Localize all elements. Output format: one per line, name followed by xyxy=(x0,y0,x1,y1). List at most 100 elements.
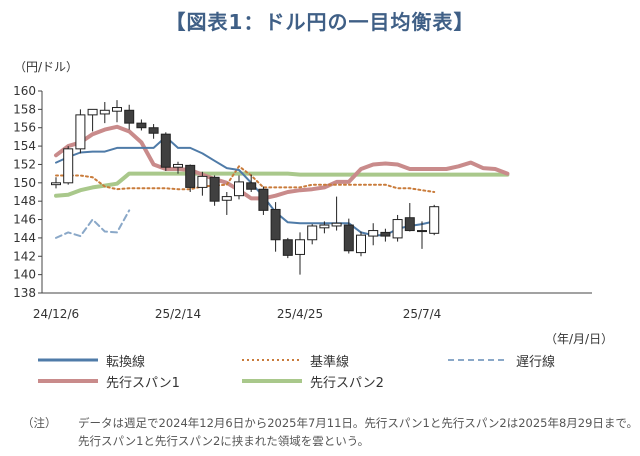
chikou-line xyxy=(55,209,131,239)
candle xyxy=(87,108,98,132)
candle-body xyxy=(307,225,318,241)
candle xyxy=(51,177,61,189)
candle xyxy=(404,203,415,232)
y-tick-labels: 138 140 142 144 146 148 150 152 154 156 158 160 xyxy=(13,84,36,300)
candle xyxy=(282,237,293,259)
candle-body xyxy=(282,239,293,256)
candle xyxy=(136,119,147,131)
y-tick-label: 138 xyxy=(13,286,36,300)
footnote-label: （注） xyxy=(22,416,57,430)
kijun-line xyxy=(55,165,436,193)
candle-body xyxy=(160,133,171,168)
candle xyxy=(246,174,257,192)
legend-swatch-span1 xyxy=(38,379,98,383)
candle xyxy=(221,192,232,215)
candle xyxy=(160,132,171,171)
legend: 転換線 基準線 遅行線 先行スパン1 先行スパン2 xyxy=(30,349,630,393)
candle-body xyxy=(136,122,147,129)
candle-body xyxy=(319,224,330,229)
candle xyxy=(331,196,342,231)
legend-swatch-kijun xyxy=(242,359,302,361)
candle xyxy=(417,221,427,249)
candle-body xyxy=(51,182,61,186)
candle xyxy=(75,109,86,154)
legend-item-span1: 先行スパン1 xyxy=(38,371,180,391)
candle-body xyxy=(234,181,244,197)
candle-body xyxy=(63,148,74,184)
candle xyxy=(295,232,305,275)
candle-body xyxy=(124,109,135,124)
page-title: 【図表1：ドル円の一目均衡表】 xyxy=(165,10,475,34)
x-axis-label: （年/月/日） xyxy=(545,332,613,346)
legend-item-kijun: 基準線 xyxy=(242,350,349,370)
candle xyxy=(270,202,281,252)
candle xyxy=(99,102,110,124)
candle-body xyxy=(173,163,183,168)
legend-label-tenkan: 転換線 xyxy=(106,354,146,370)
y-tick-label: 140 xyxy=(13,268,36,282)
candle-body xyxy=(417,230,427,233)
footnote-text: データは週足で2024年12月6日から2025年7月11日。先行スパン1と先行ス… xyxy=(78,416,638,448)
candle xyxy=(307,224,318,245)
candle xyxy=(209,175,220,206)
x-tick-label: 25/7/4 xyxy=(403,307,442,321)
legend-item-span2: 先行スパン2 xyxy=(242,371,384,391)
candles-layer xyxy=(51,100,440,275)
chart-frame xyxy=(38,90,592,294)
span2-line xyxy=(54,171,510,198)
candle-body xyxy=(295,239,305,255)
candle xyxy=(380,228,391,242)
ichimoku-chart: 138 140 142 144 146 148 150 152 154 156 158 160 24/… xyxy=(13,60,613,346)
candle xyxy=(356,231,366,257)
candle-body xyxy=(343,224,354,252)
candle-body xyxy=(246,182,257,190)
x-tick-labels: 24/12/6 25/2/14 25/4/25 25/7/4 xyxy=(33,307,441,321)
candle xyxy=(368,223,379,246)
candle xyxy=(63,146,74,185)
legend-swatch-chikou xyxy=(448,359,508,361)
chikou-layer xyxy=(55,209,131,239)
candle xyxy=(197,171,208,196)
candle-body xyxy=(112,107,122,112)
legend-label-chikou: 遅行線 xyxy=(516,354,556,370)
y-tick-label: 160 xyxy=(13,84,36,98)
y-tick-label: 150 xyxy=(13,176,36,190)
span1-layer xyxy=(54,124,510,201)
y-tick-label: 158 xyxy=(13,102,36,116)
candle-body xyxy=(221,196,232,201)
candle xyxy=(392,214,403,242)
legend-label-span1: 先行スパン1 xyxy=(106,375,180,391)
x-tick-label: 25/4/25 xyxy=(277,307,323,321)
candle xyxy=(258,186,269,215)
y-tick-label: 146 xyxy=(13,213,36,227)
candle xyxy=(112,100,122,123)
legend-label-span2: 先行スパン2 xyxy=(310,375,384,391)
candle-body xyxy=(429,206,440,234)
candle-body xyxy=(368,230,379,237)
span1-line xyxy=(54,124,510,201)
y-tick-label: 152 xyxy=(13,157,36,171)
candle xyxy=(234,175,244,200)
candle-body xyxy=(209,176,220,202)
x-tick-label: 25/2/14 xyxy=(155,307,201,321)
span2-layer xyxy=(54,171,510,198)
candle-body xyxy=(258,188,269,211)
kijun-layer xyxy=(55,165,436,193)
candle-body xyxy=(148,127,159,134)
legend-label-kijun: 基準線 xyxy=(310,354,350,370)
candle-body xyxy=(197,175,208,188)
candle-body xyxy=(356,234,366,254)
y-tick-label: 154 xyxy=(13,139,36,153)
candle xyxy=(173,161,183,174)
candle-body xyxy=(380,231,391,237)
legend-swatch-span2 xyxy=(242,379,302,383)
candle-body xyxy=(185,164,196,188)
candle-body xyxy=(270,208,281,241)
candle xyxy=(148,124,159,139)
candle xyxy=(429,204,440,236)
legend-swatch-tenkan xyxy=(38,358,98,362)
y-axis-label: （円/ドル） xyxy=(14,60,78,74)
candle-body xyxy=(392,219,403,239)
legend-item-tenkan: 転換線 xyxy=(38,350,145,370)
y-tick-label: 142 xyxy=(13,249,36,263)
